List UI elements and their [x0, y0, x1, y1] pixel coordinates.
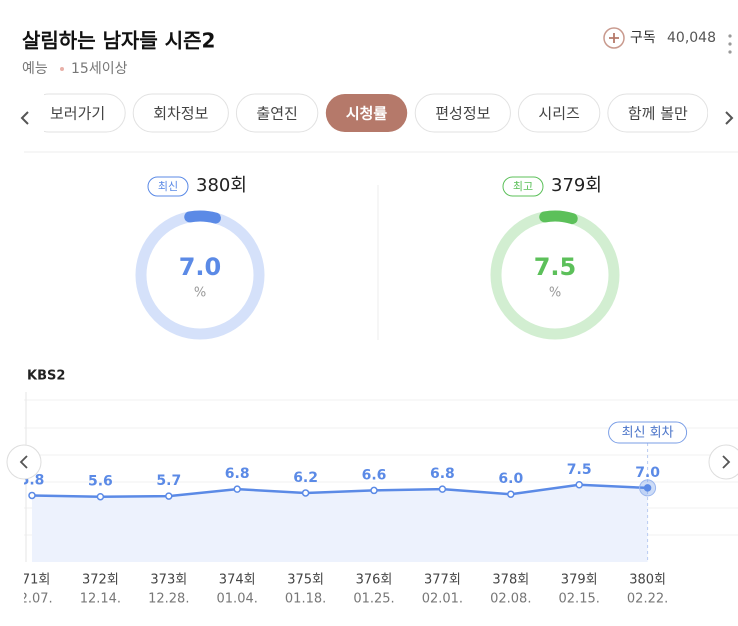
title: 살림하는 남자들 시즌2 [22, 29, 215, 53]
more-menu[interactable] [728, 34, 732, 54]
episode-label: 372회 [82, 573, 119, 588]
donut-arc [490, 210, 620, 340]
date-label: 02.01. [422, 592, 463, 607]
date-label: 02.15. [559, 592, 600, 607]
tab-pill [517, 93, 601, 133]
rating-unit: % [194, 286, 206, 301]
value-label: 5.7 [156, 473, 181, 489]
badge [502, 176, 544, 197]
date-label: 12.28. [148, 592, 189, 607]
point [643, 484, 652, 492]
date-label: 01.18. [285, 592, 326, 607]
value-label: 7.5 [567, 462, 592, 478]
point [575, 481, 583, 489]
tab-label: 회차정보 [153, 105, 208, 123]
date-label: 02.22. [627, 592, 668, 607]
tab-label: 편성정보 [435, 105, 490, 123]
tab-pill [44, 93, 126, 133]
date-label: 12.14. [80, 592, 121, 607]
age-rating: 15세이상 [71, 61, 128, 77]
tab-pill [607, 93, 708, 133]
tab[interactable]: 시리즈 [517, 93, 601, 133]
chart-prev[interactable] [6, 444, 42, 480]
point [301, 489, 310, 497]
point [28, 491, 36, 500]
episode-label: 378회 [492, 573, 529, 588]
episode-label: 374회 [219, 573, 256, 588]
dot [60, 67, 64, 71]
date-label: 01.04. [217, 592, 258, 607]
tab-prev[interactable] [20, 111, 29, 125]
annotation: 최신 회차 [622, 426, 674, 441]
episode: 379회 [551, 175, 602, 196]
tab-pill [414, 93, 511, 133]
tab[interactable]: 시청률 [325, 94, 408, 132]
tab-bar: 보러가기 회차정보 출연진 시청률 편성정보 시리즈 함께 볼만 [30, 93, 708, 133]
tab[interactable]: 회차정보 [132, 93, 229, 133]
point [96, 492, 105, 501]
point [438, 485, 447, 493]
point [165, 492, 173, 500]
tab-label: 시청률 [346, 105, 388, 123]
subscribe-label: 구독 [630, 30, 656, 46]
tab-label: 보러가기 [50, 105, 105, 123]
genre: 예능 [22, 61, 48, 77]
value-label: 6.8 [430, 466, 455, 482]
value-label: 7.0 [635, 465, 660, 481]
rating-value: 7.0 [179, 253, 222, 281]
episode: 380회 [196, 175, 247, 196]
value-label: 6.6 [362, 467, 387, 483]
rating-unit: % [549, 286, 561, 301]
area [32, 484, 648, 562]
value-label: 6.8 [225, 466, 250, 482]
date-label: 01.25. [353, 592, 394, 607]
tab-label: 함께 볼만 [628, 105, 688, 123]
plus [609, 33, 619, 43]
point [507, 490, 515, 498]
badge-label: 최신 [158, 180, 178, 193]
episode-label: 375회 [287, 573, 324, 588]
episode-label: 377회 [424, 573, 461, 588]
tab-pill [235, 93, 319, 133]
episode-label: 380회 [629, 573, 666, 588]
chart-next[interactable] [708, 444, 738, 480]
value-label: 5.6 [88, 474, 113, 490]
episode-label: 379회 [561, 573, 598, 588]
point [233, 485, 241, 493]
subscribe-button[interactable]: 구독 40,048 [603, 27, 716, 49]
point [370, 486, 378, 495]
donut-arc [135, 210, 265, 340]
tab[interactable]: 편성정보 [414, 93, 511, 133]
ratings: 최신 380회 7.0% 최고 379회 7.5% [135, 175, 620, 340]
episode-label: 373회 [150, 573, 187, 588]
badge [147, 176, 189, 197]
chart: 5.8371회12.07.5.6372회12.14.5.7373회12.28.6… [11, 392, 688, 607]
episode-label: 376회 [356, 573, 393, 588]
tab-pill [132, 93, 229, 133]
episode-label: 371회 [14, 573, 51, 588]
value-label: 6.0 [498, 471, 523, 487]
tab[interactable]: 보러가기 [30, 93, 126, 133]
value-label: 6.2 [293, 470, 318, 486]
tab-pill [325, 94, 408, 132]
network: KBS2 [27, 369, 65, 384]
tab-label: 출연진 [256, 105, 297, 123]
annotation-box [608, 421, 688, 444]
rating-value: 7.5 [534, 253, 577, 281]
date-label: 02.08. [490, 592, 531, 607]
tab-next[interactable] [725, 111, 734, 125]
date-label: 12.07. [11, 592, 52, 607]
tab[interactable]: 출연진 [235, 93, 319, 133]
badge-label: 최고 [513, 180, 533, 193]
subscriber-count: 40,048 [667, 30, 716, 46]
line [31, 483, 648, 498]
tab-label: 시리즈 [538, 105, 580, 123]
tab[interactable]: 함께 볼만 [607, 93, 708, 133]
